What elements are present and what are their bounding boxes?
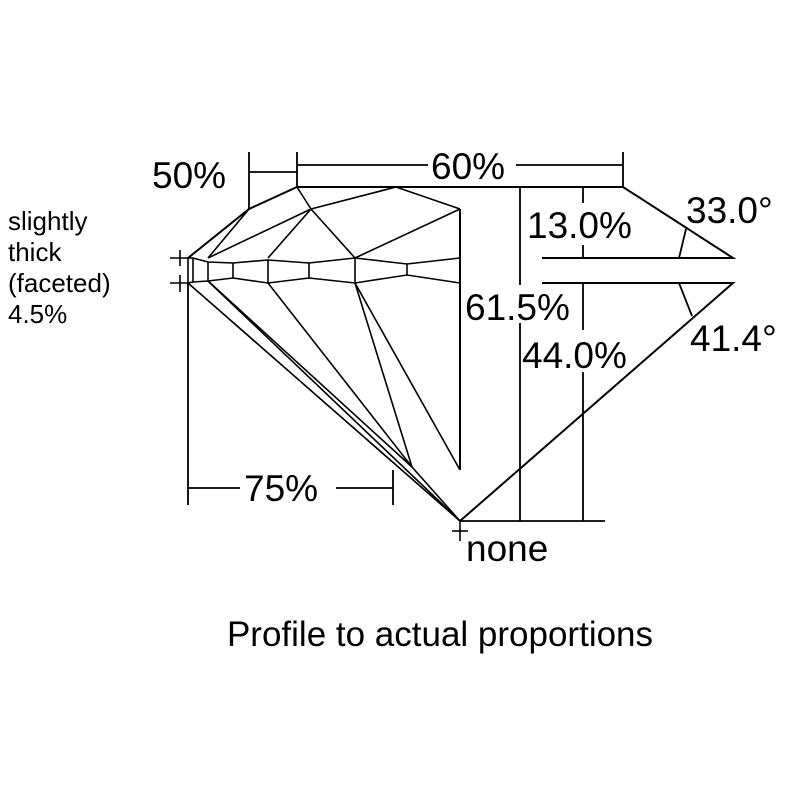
crown-height-label: 13.0% bbox=[527, 205, 632, 246]
pavilion-angle-label: 41.4° bbox=[690, 318, 777, 359]
lower-half-label: 75% bbox=[244, 468, 319, 509]
girdle-label-line: thick bbox=[8, 237, 62, 267]
girdle-plus-marks bbox=[170, 250, 188, 292]
culet-label: none bbox=[466, 528, 549, 569]
pavilion-depth-label: 44.0% bbox=[522, 335, 627, 376]
dimension-lines bbox=[187, 152, 693, 522]
crown-angle-label: 33.0° bbox=[686, 190, 773, 231]
total-depth-label: 61.5% bbox=[465, 287, 570, 328]
crown-facets bbox=[207, 186, 461, 259]
table-percentage-label: 60% bbox=[431, 146, 506, 187]
crown-outline bbox=[187, 186, 737, 522]
girdle-label: slightly thick (faceted) 4.5% bbox=[8, 206, 111, 330]
caption: Profile to actual proportions bbox=[226, 615, 654, 654]
girdle-label-line: slightly bbox=[8, 206, 88, 236]
pavilion-facets bbox=[187, 280, 461, 522]
star-length-label: 50% bbox=[152, 155, 227, 196]
girdle bbox=[187, 257, 461, 284]
girdle-label-line: (faceted) bbox=[8, 268, 111, 298]
culet-plus-mark bbox=[452, 521, 468, 541]
girdle-label-line: 4.5% bbox=[8, 299, 68, 329]
